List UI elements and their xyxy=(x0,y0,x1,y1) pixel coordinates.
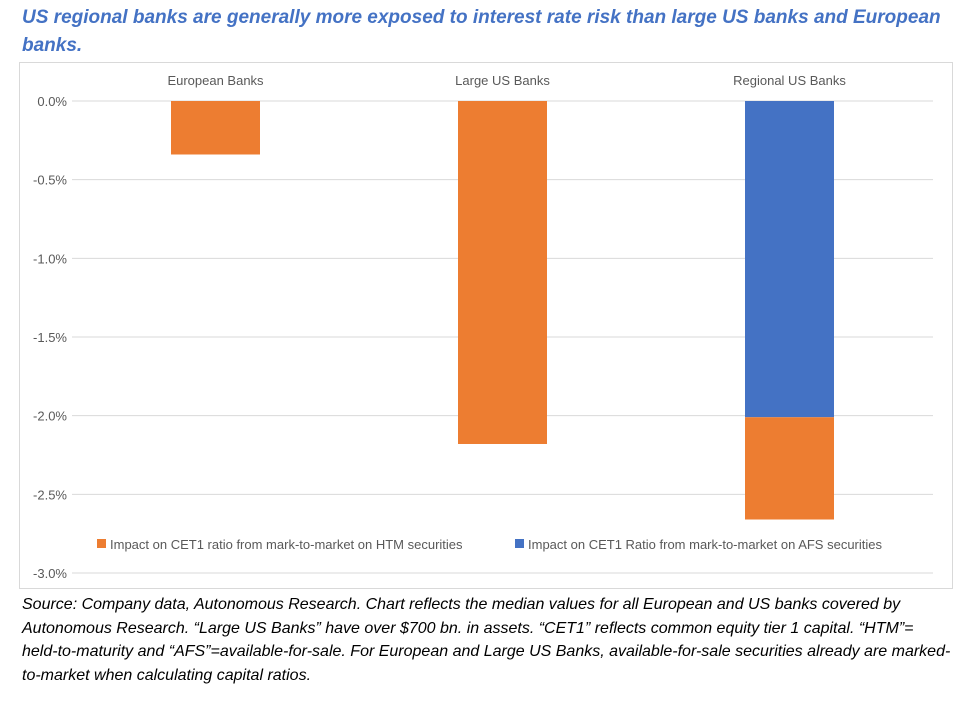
y-tick-label: -3.0% xyxy=(33,566,67,581)
legend-swatch xyxy=(515,539,524,548)
legend-swatch xyxy=(97,539,106,548)
y-tick-label: -1.5% xyxy=(33,330,67,345)
bar-htm xyxy=(458,101,547,444)
legend: Impact on CET1 ratio from mark-to-market… xyxy=(97,537,882,552)
category-label: European Banks xyxy=(167,73,264,88)
category-label: Regional US Banks xyxy=(733,73,846,88)
bar-afs xyxy=(745,101,834,418)
legend-entry: Impact on CET1 ratio from mark-to-market… xyxy=(110,537,463,552)
y-tick-label: -2.0% xyxy=(33,409,67,424)
y-tick-label: 0.0% xyxy=(37,94,67,109)
y-tick-label: -2.5% xyxy=(33,487,67,502)
legend-entry: Impact on CET1 Ratio from mark-to-market… xyxy=(528,537,882,552)
y-axis-ticks: 0.0% -0.5% -1.0% -1.5% -2.0% -2.5% -3.0% xyxy=(33,94,67,581)
bar-htm xyxy=(745,417,834,520)
chart-frame xyxy=(19,62,953,589)
bar-chart: 0.0% -0.5% -1.0% -1.5% -2.0% -2.5% -3.0% Europ… xyxy=(33,73,933,581)
bar-htm xyxy=(171,101,260,155)
chart-title: US regional banks are generally more exp… xyxy=(22,7,941,56)
source-note: Source: Company data, Autonomous Researc… xyxy=(22,596,951,684)
y-tick-label: -1.0% xyxy=(33,251,67,266)
category-label: Large US Banks xyxy=(455,73,550,88)
category-labels: European Banks Large US Banks Regional US … xyxy=(167,73,846,88)
y-tick-label: -0.5% xyxy=(33,173,67,188)
bars xyxy=(171,101,834,520)
